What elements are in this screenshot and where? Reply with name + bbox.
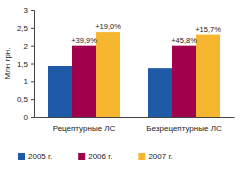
y-tick-mark [31,99,34,100]
y-tick: 1,5 [17,60,34,69]
legend-swatch [78,153,85,160]
y-tick-mark [31,117,34,118]
x-axis: Рецептурные ЛС Безрецептурные ЛС [35,117,235,133]
legend-swatch [18,153,25,160]
y-tick-label: 0,5 [17,95,29,104]
y-axis: 0 0,5 1 1,5 2 2,5 3 [17,6,35,122]
x-tick-label: Безрецептурные ЛС [146,124,222,133]
y-tick-label: 3 [24,6,29,15]
x-tick: Рецептурные ЛС [53,117,116,133]
x-axis-line [35,117,235,118]
x-tick-label: Рецептурные ЛС [53,124,116,133]
y-tick-label: 1,5 [17,60,29,69]
bar [72,46,96,117]
legend: 2005 г. 2006 г. 2007 г. [18,152,173,161]
y-tick: 0,5 [17,95,34,104]
legend-label: 2006 г. [88,152,112,161]
y-tick: 3 [24,6,34,15]
bars [48,32,220,117]
legend-label: 2007 г. [148,152,172,161]
annotation: +39,9% [71,36,97,45]
bar [48,66,72,117]
bar [96,32,120,117]
y-tick-label: 0 [24,113,29,122]
y-tick: 0 [24,113,34,122]
legend-swatch [138,153,145,160]
y-tick: 2 [24,42,34,51]
y-tick-mark [31,64,34,65]
annotation: +15,7% [195,25,221,34]
x-tick: Безрецептурные ЛС [146,117,222,133]
annotation: +45,8% [171,36,197,45]
y-tick: 1 [24,77,34,86]
y-axis-title: Млн грн. [3,48,12,80]
annotations: +39,9% +19,0% +45,8% +15,7% [71,22,221,45]
bar [172,46,196,117]
y-tick-mark [31,28,34,29]
plot: 0 0,5 1 1,5 2 2,5 3 Рецептурные ЛС Безрецептурны… [17,6,235,133]
y-tick-mark [31,81,34,82]
y-tick-label: 1 [24,77,29,86]
y-axis-line [31,11,35,118]
bar [196,35,220,117]
bar [148,68,172,117]
chart: 0 0,5 1 1,5 2 2,5 3 Рецептурные ЛС Безрецептурны… [0,0,240,171]
y-tick-label: 2 [24,42,29,51]
annotation: +19,0% [95,22,121,31]
y-tick-label: 2,5 [17,24,29,33]
legend-label: 2005 г. [28,152,52,161]
y-tick: 2,5 [17,24,34,33]
y-tick-mark [31,10,34,11]
y-tick-mark [31,46,34,47]
